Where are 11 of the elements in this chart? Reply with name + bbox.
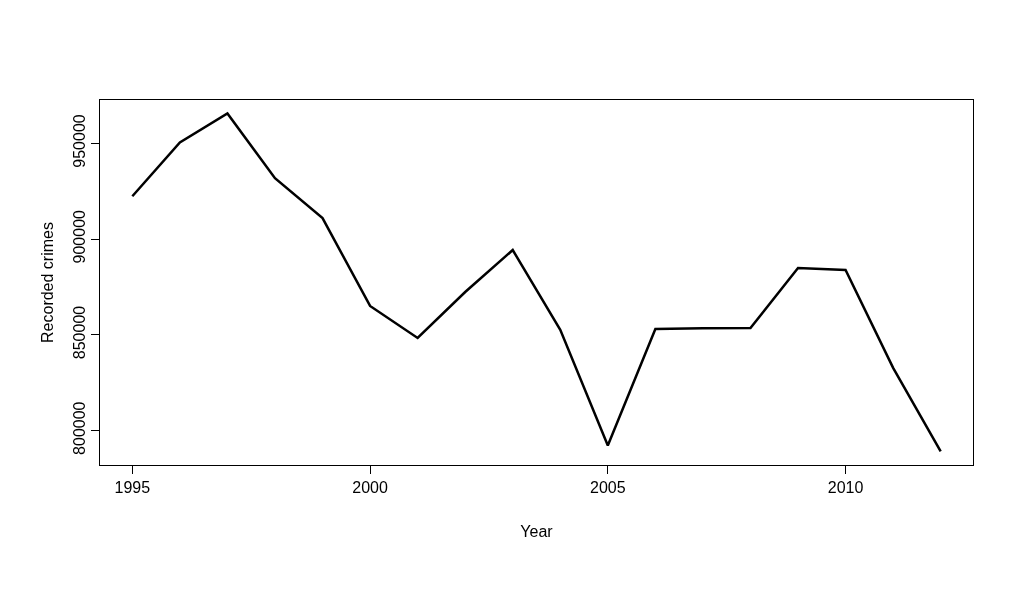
y-tick-label: 850000 xyxy=(70,305,88,360)
x-tick-label: 2010 xyxy=(827,479,864,497)
x-tick-label: 1995 xyxy=(114,479,151,497)
x-axis-title: Year xyxy=(520,522,554,540)
y-tick-label: 950000 xyxy=(70,114,88,168)
x-tick-label: 2005 xyxy=(590,479,626,497)
x-tick-label: 2000 xyxy=(352,479,388,497)
y-axis-title: Recorded crimes xyxy=(39,222,57,343)
y-tick-label: 900000 xyxy=(70,209,88,264)
line-series xyxy=(131,112,942,453)
y-tick-label: 800000 xyxy=(70,401,88,455)
